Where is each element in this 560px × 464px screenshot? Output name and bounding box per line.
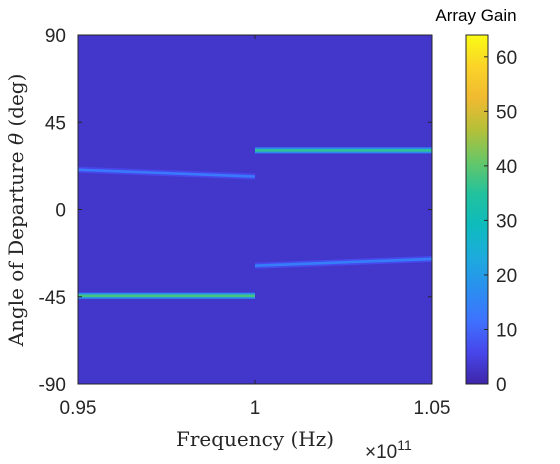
colorbar-tick-label: 10 xyxy=(496,320,517,341)
y-tick-label: -45 xyxy=(39,288,66,309)
colorbar-tick-label: 50 xyxy=(496,102,517,123)
colorbar-tick-label: 40 xyxy=(496,157,517,178)
beam-trace-core xyxy=(254,257,433,268)
y-tick-label: 0 xyxy=(55,201,66,222)
colorbar-tick-label: 20 xyxy=(496,266,517,287)
x-axis-ticks: 0.95 1 1.05 xyxy=(60,35,451,419)
heatmap-plot-area xyxy=(77,34,433,385)
beam-trace xyxy=(254,255,433,269)
y-axis-label-text: Angle of Departure θ (deg) xyxy=(4,74,28,348)
x-tick-label: 1.05 xyxy=(414,398,451,419)
y-tick-label: 45 xyxy=(45,113,66,134)
y-axis-label: Angle of Departure θ (deg) xyxy=(4,74,28,348)
colorbar-title: Array Gain xyxy=(435,6,516,25)
y-axis-ticks: 90 45 0 -45 -90 xyxy=(39,26,432,396)
x-tick-label: 1 xyxy=(250,398,261,419)
x-axis-exponent-power: 11 xyxy=(397,437,412,453)
x-axis-exponent: ×1011 xyxy=(365,437,412,463)
x-axis-exponent-base: ×10 xyxy=(365,442,397,463)
heatmap-background xyxy=(78,35,432,384)
colorbar-gradient xyxy=(465,34,489,385)
beam-trace-core xyxy=(77,168,256,178)
beam-trace xyxy=(77,166,256,180)
x-axis-label: Frequency (Hz) xyxy=(176,427,334,451)
theta-symbol: θ xyxy=(4,133,28,145)
x-tick-label: 0.95 xyxy=(60,398,97,419)
colorbar-tick-label: 60 xyxy=(496,48,517,69)
beam-traces xyxy=(77,147,433,299)
colorbar: 60 50 40 30 20 10 0 Array Gain xyxy=(435,6,517,396)
y-tick-label: -90 xyxy=(39,375,66,396)
colorbar-tick-label: 0 xyxy=(496,375,507,396)
colorbar-ticks: 60 50 40 30 20 10 0 xyxy=(484,48,517,396)
colorbar-tick-label: 30 xyxy=(496,211,517,232)
y-tick-label: 90 xyxy=(45,26,66,47)
